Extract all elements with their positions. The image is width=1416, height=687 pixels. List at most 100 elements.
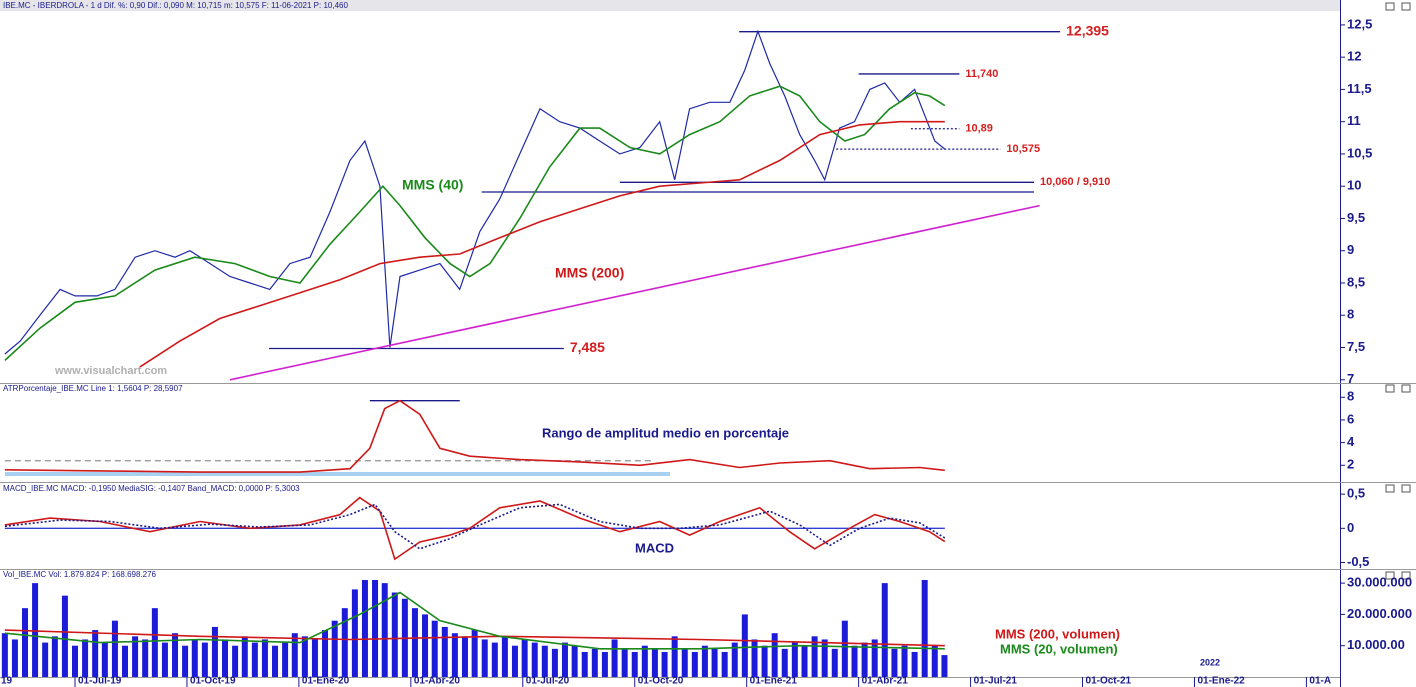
volume-bar [441,626,448,677]
minimize-button[interactable] [1385,384,1395,393]
volume-bar [301,636,308,677]
volume-bar [22,608,29,677]
volume-bar [731,642,738,677]
volume-bar [151,608,158,677]
volume-bar [751,639,758,677]
volume-bar [372,580,379,677]
volume-bar [921,580,928,677]
header-strip [0,0,1340,11]
series-line [4,399,945,473]
volume-bar [771,633,778,677]
x-tick-label: 01-Jul-20 [526,676,570,687]
volume-bar [291,633,298,677]
x-tick-label: 01-Ene-21 [750,676,798,687]
annotation: www.visualchart.com [54,365,167,377]
volume-bar [261,639,268,677]
y-tick-label: 9 [1347,242,1354,257]
volume-bar [222,639,229,677]
volume-bar [851,645,858,677]
y-tick-label: 6 [1347,411,1354,426]
volume-bar [341,608,348,677]
volume-bar [61,595,68,677]
level-label: 10,575 [1006,143,1040,155]
y-tick-label: 7,5 [1347,339,1365,354]
volume-bar [322,630,329,677]
volume-bar [182,645,189,677]
volume-bar [561,642,568,677]
volume-bar [721,651,728,677]
volume-bar [111,620,118,677]
volume-bar [821,639,828,677]
volume-bar [172,633,179,677]
volume-bar [881,583,888,677]
x-tick-label: 19 [1,676,13,687]
volume-bar [701,645,708,677]
volume-bar [931,645,938,677]
volume-bar [591,648,598,677]
volume-bar [511,645,518,677]
level-label: 12,395 [1066,22,1109,38]
volume-bar [491,642,498,677]
volume-bar [361,580,368,677]
volume-bar [621,648,628,677]
x-tick-label: 01-Jul-21 [974,676,1018,687]
volume-bar [681,648,688,677]
volume-bar [161,642,168,677]
panel-header: Vol_IBE.MC Vol: 1.879.824 P: 168.698.276 [3,570,157,579]
volume-bar [72,645,79,677]
panel-header: MACD_IBE.MC MACD: -0,1950 MediaSIG: -0,1… [3,484,300,493]
y-tick-label: 9,5 [1347,210,1365,225]
volume-bar [142,639,149,677]
y-tick-label: 8 [1347,307,1354,322]
close-button[interactable] [1401,384,1411,393]
x-tick-label: 01-Jul-19 [78,676,122,687]
highlight-band [5,472,670,476]
series-line [229,204,1040,381]
panel-buttons [1385,2,1411,580]
volume-bar [422,614,429,677]
minimize-button[interactable] [1385,2,1395,11]
minimize-button[interactable] [1385,571,1395,580]
annotation: MACD [635,540,674,555]
volume-bar [811,636,818,677]
series-label: MMS (40) [402,177,463,193]
volume-bar [641,645,648,677]
close-button[interactable] [1401,571,1411,580]
volume-bar [461,636,468,677]
volume-bar [32,583,39,677]
volume-bar [531,642,538,677]
close-button[interactable] [1401,484,1411,493]
volume-bar [11,639,18,677]
volume-bar [581,651,588,677]
volume-bar [272,645,279,677]
y-tick-label: 10 [1347,178,1361,193]
close-button[interactable] [1401,2,1411,11]
minimize-button[interactable] [1385,484,1395,493]
volume-bar [411,608,418,677]
volume-bar [841,620,848,677]
annotation: 2022 [1200,657,1220,667]
volume-bar [1,633,8,677]
y-tick-label: 11 [1347,113,1361,128]
volume-bar [501,636,508,677]
volume-bar [901,645,908,677]
volume-bar [82,639,89,677]
series-label: MMS (20, volumen) [1000,641,1118,656]
y-tick-label: 0,5 [1347,486,1365,501]
level-label: 10,89 [965,123,993,135]
volume-bar [801,645,808,677]
annotation: Rango de amplitud medio en porcentaje [542,425,789,440]
volume-bar [781,648,788,677]
series-line [139,120,945,368]
volume-bar [611,639,618,677]
y-tick-label: 4 [1347,434,1355,449]
level-label: 7,485 [570,339,605,355]
level-label: 10,060 / 9,910 [1040,176,1110,188]
series-label: MMS (200) [555,265,624,281]
volume-bar [671,636,678,677]
volume-bar [451,633,458,677]
volume-bar [431,620,438,677]
volume-bar [471,630,478,677]
volume-bar [871,639,878,677]
